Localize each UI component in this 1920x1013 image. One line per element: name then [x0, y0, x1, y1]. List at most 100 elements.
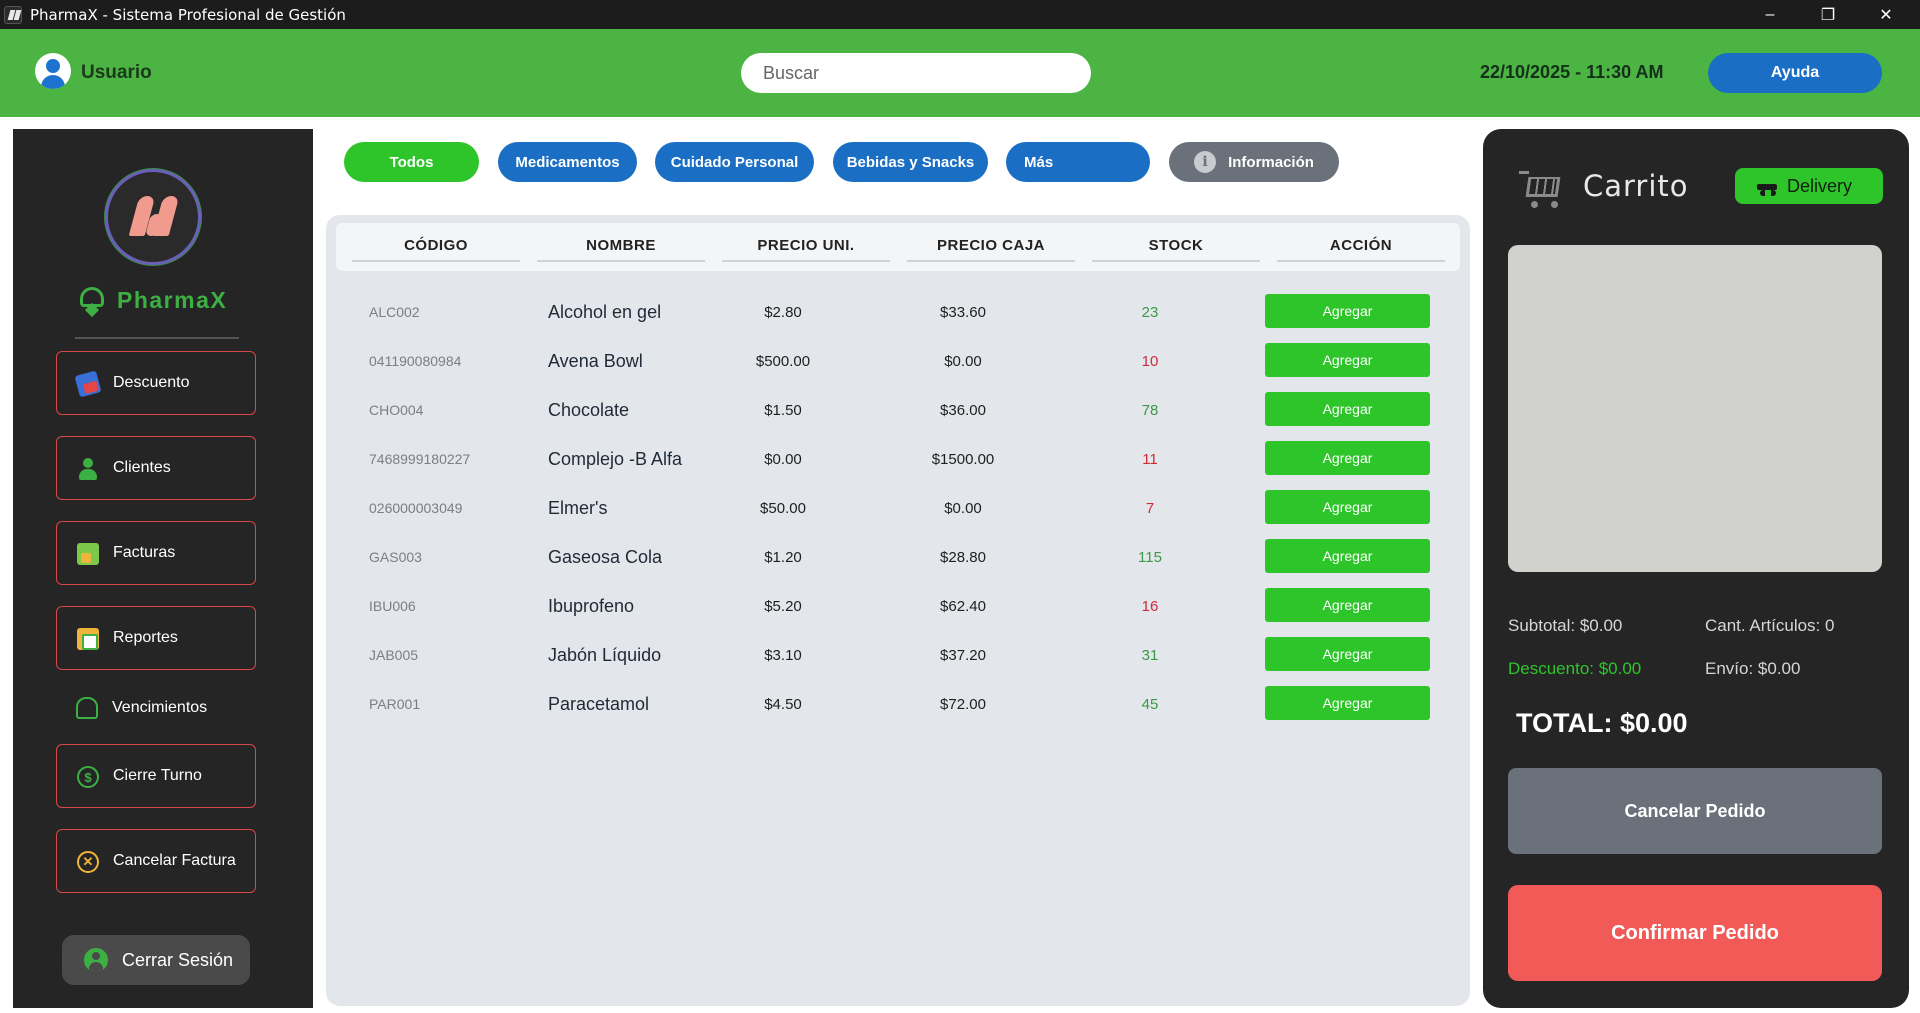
sidebar-item-label: Clientes — [113, 459, 171, 476]
column-header: CÓDIGO — [352, 237, 520, 262]
add-to-cart-button[interactable]: Agregar — [1265, 294, 1430, 328]
cart-discount: Descuento: $0.00 — [1508, 659, 1642, 678]
sidebar-item-reportes[interactable]: Reportes — [56, 606, 256, 670]
unit-price: $3.10 — [764, 646, 802, 664]
unit-price: $5.20 — [764, 597, 802, 615]
close-icon[interactable]: ✕ — [1879, 6, 1893, 24]
add-to-cart-button[interactable]: Agregar — [1265, 343, 1430, 377]
cart-total: TOTAL: $0.00 — [1516, 708, 1688, 738]
column-header: PRECIO UNI. — [722, 237, 890, 262]
stock-value: 7 — [1145, 499, 1155, 517]
stock-value: 45 — [1141, 695, 1159, 713]
information-label: Información — [1228, 153, 1314, 171]
datetime-display: 22/10/2025 - 11:30 AM — [1480, 62, 1664, 82]
cart-title: Carrito — [1583, 169, 1689, 203]
sidebar-item-label: Cancelar Factura — [113, 852, 236, 869]
box-price: $1500.00 — [931, 450, 995, 468]
sidebar-item-facturas[interactable]: Facturas — [56, 521, 256, 585]
heart-hands-icon — [77, 285, 107, 318]
product-name: Paracetamol — [548, 693, 650, 714]
cancel-order-button[interactable]: Cancelar Pedido — [1508, 768, 1882, 854]
cart-item-count: Cant. Artículos: 0 — [1705, 616, 1835, 635]
logout-button[interactable]: Cerrar Sesión — [62, 935, 250, 985]
box-price: $62.40 — [940, 597, 986, 615]
stock-value: 11 — [1142, 450, 1158, 468]
stock-value: 78 — [1141, 401, 1159, 419]
box-price: $28.80 — [940, 548, 986, 566]
column-header: STOCK — [1092, 237, 1260, 262]
window-title: PharmaX - Sistema Profesional de Gestión — [30, 5, 346, 24]
cart-panel: Carrito Delivery Subtotal: $0.00 Cant. A… — [1483, 129, 1909, 1008]
invoices-icon — [77, 543, 99, 565]
cancel-circle-icon: ✕ — [77, 851, 99, 873]
product-code: PAR001 — [369, 696, 421, 712]
cart-subtotal: Subtotal: $0.00 — [1508, 616, 1623, 635]
column-header: PRECIO CAJA — [907, 237, 1075, 262]
unit-price: $1.20 — [764, 548, 802, 566]
product-name: Gaseosa Cola — [548, 546, 663, 567]
table-row: PAR001 Paracetamol $4.50 $72.00 45 Agregar — [326, 684, 1470, 724]
sidebar-item-clientes[interactable]: Clientes — [56, 436, 256, 500]
product-name: Complejo -B Alfa — [548, 448, 683, 469]
product-code: 7468999180227 — [369, 451, 471, 467]
unit-price: $1.50 — [764, 401, 802, 419]
logout-label: Cerrar Sesión — [122, 949, 234, 970]
add-to-cart-button[interactable]: Agregar — [1265, 392, 1430, 426]
top-header: Usuario 22/10/2025 - 11:30 AM Ayuda — [0, 29, 1920, 117]
add-to-cart-button[interactable]: Agregar — [1265, 539, 1430, 573]
product-code: JAB005 — [369, 647, 419, 663]
clients-icon — [77, 458, 99, 480]
sidebar-item-descuento[interactable]: Descuento — [56, 351, 256, 415]
cart-items-area[interactable] — [1508, 245, 1882, 572]
delivery-button[interactable]: Delivery — [1735, 168, 1883, 204]
table-row: 7468999180227 Complejo -B Alfa $0.00 $1500.… — [326, 439, 1470, 479]
confirm-order-button[interactable]: Confirmar Pedido — [1508, 885, 1882, 981]
sidebar: PharmaX Descuento Clientes Facturas Repo… — [13, 129, 313, 1008]
category-bebidas-snacks-button[interactable]: Bebidas y Snacks — [833, 142, 988, 182]
stock-value: 23 — [1141, 303, 1159, 321]
dollar-icon: $ — [77, 766, 99, 788]
minimize-icon[interactable]: – — [1765, 5, 1775, 23]
user-icon — [84, 948, 108, 972]
category-todos-button[interactable]: Todos — [344, 142, 479, 182]
box-price: $33.60 — [940, 303, 986, 321]
unit-price: $4.50 — [764, 695, 802, 713]
sidebar-item-cancelar-factura[interactable]: ✕ Cancelar Factura — [56, 829, 256, 893]
product-code: IBU006 — [369, 598, 416, 614]
bell-icon — [76, 697, 98, 719]
category-medicamentos-button[interactable]: Medicamentos — [498, 142, 637, 182]
sidebar-item-vencimientos[interactable]: Vencimientos — [56, 683, 256, 733]
add-to-cart-button[interactable]: Agregar — [1265, 441, 1430, 475]
product-code: CHO004 — [369, 402, 424, 418]
unit-price: $500.00 — [755, 352, 811, 370]
add-to-cart-button[interactable]: Agregar — [1265, 637, 1430, 671]
restore-icon[interactable]: ❐ — [1820, 6, 1836, 24]
add-to-cart-button[interactable]: Agregar — [1265, 686, 1430, 720]
stock-value: 10 — [1141, 352, 1159, 370]
box-price: $72.00 — [940, 695, 986, 713]
product-code: GAS003 — [369, 549, 422, 565]
stock-value: 16 — [1141, 597, 1159, 615]
user-avatar-icon[interactable] — [35, 53, 71, 89]
table-row: 026000003049 Elmer's $50.00 $0.00 7 Agregar — [326, 488, 1470, 528]
search-input[interactable] — [741, 53, 1091, 93]
info-icon: i — [1194, 151, 1217, 173]
help-button[interactable]: Ayuda — [1708, 53, 1882, 93]
category-mas-button[interactable]: Más — [1006, 142, 1150, 182]
sidebar-item-label: Vencimientos — [112, 699, 208, 716]
box-price: $0.00 — [944, 352, 982, 370]
category-cuidado-personal-button[interactable]: Cuidado Personal — [655, 142, 814, 182]
add-to-cart-button[interactable]: Agregar — [1265, 588, 1430, 622]
add-to-cart-button[interactable]: Agregar — [1265, 490, 1430, 524]
column-header: NOMBRE — [537, 237, 705, 262]
sidebar-item-label: Cierre Turno — [113, 767, 202, 784]
product-name: Ibuprofeno — [548, 595, 635, 616]
pharmax-logo — [105, 169, 201, 265]
unit-price: $2.80 — [764, 303, 802, 321]
product-name: Elmer's — [548, 497, 608, 518]
information-button[interactable]: i Información — [1169, 142, 1339, 182]
box-price: $0.00 — [944, 499, 982, 517]
sidebar-item-cierre-turno[interactable]: $ Cierre Turno — [56, 744, 256, 808]
sidebar-item-label: Facturas — [113, 544, 176, 561]
column-header: ACCIÓN — [1277, 237, 1445, 262]
